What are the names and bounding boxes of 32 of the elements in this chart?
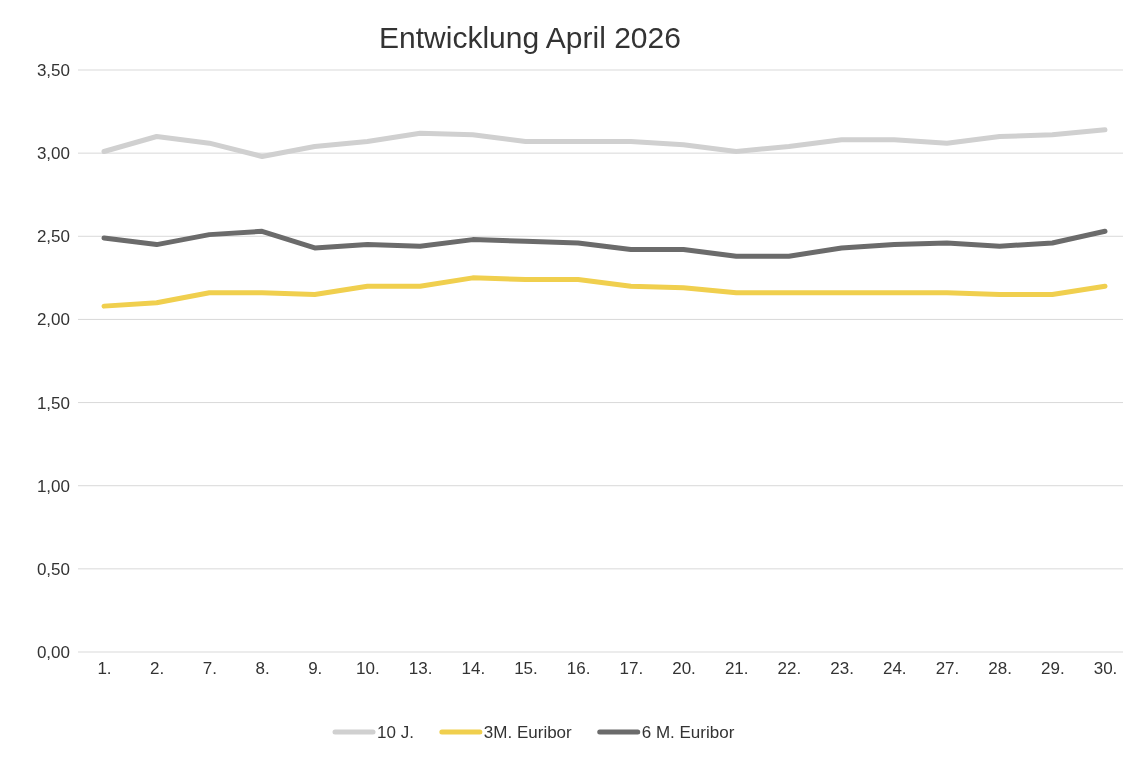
x-tick-label: 13.: [408, 659, 433, 679]
x-tick-label: 17.: [619, 659, 644, 679]
x-tick-label: 20.: [672, 659, 696, 679]
x-tick-label: 29.: [1041, 659, 1065, 679]
legend-label: 3M. Euribor: [483, 723, 573, 742]
y-tick-label: 3,00: [36, 144, 70, 164]
x-tick-label: 24.: [882, 659, 907, 679]
x-tick-label: 22.: [777, 659, 802, 679]
y-tick-label: 1,50: [36, 393, 70, 413]
y-tick-label: 2,00: [36, 310, 70, 330]
x-tick-label: 9.: [308, 659, 323, 679]
x-tick-label: 30.: [1093, 659, 1118, 679]
legend-label: 6 M. Euribor: [641, 723, 735, 742]
x-tick-label: 10.: [356, 659, 380, 679]
x-tick-label: 8.: [255, 659, 270, 679]
legend-label: 10 J.: [377, 723, 414, 742]
x-tick-label: 28.: [988, 659, 1012, 679]
y-tick-label: 3,50: [36, 60, 70, 80]
x-tick-label: 27.: [935, 659, 960, 679]
x-tick-label: 7.: [202, 659, 217, 679]
x-tick-label: 15.: [514, 659, 538, 679]
x-tick-label: 14.: [461, 659, 486, 679]
x-tick-label: 2.: [150, 659, 165, 679]
y-tick-label: 0,00: [36, 642, 70, 662]
x-tick-label: 16.: [566, 659, 591, 679]
y-tick-label: 1,00: [36, 476, 70, 496]
y-tick-label: 2,50: [36, 227, 70, 247]
x-tick-label: 1.: [97, 659, 112, 679]
y-tick-label: 0,50: [36, 559, 70, 579]
x-tick-label: 23.: [830, 659, 854, 679]
x-tick-label: 21.: [724, 659, 749, 679]
chart-title: Entwicklung April 2026: [379, 21, 681, 54]
